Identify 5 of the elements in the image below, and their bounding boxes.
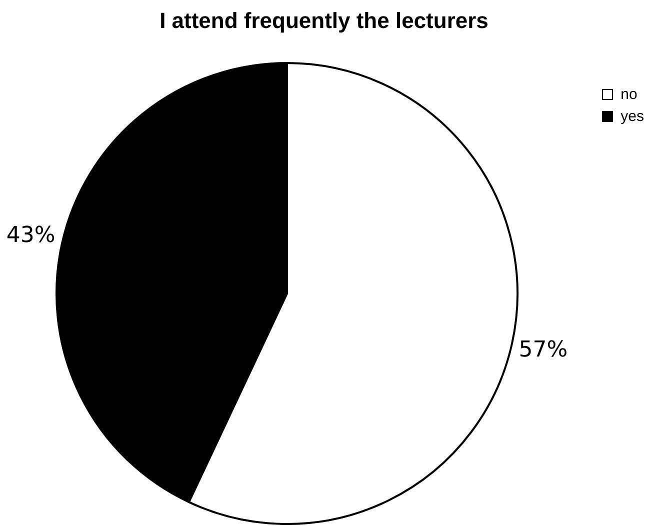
chart-title: I attend frequently the lecturers bbox=[158, 8, 490, 34]
data-label: 43% bbox=[6, 222, 56, 248]
legend-label: no bbox=[620, 86, 638, 103]
data-label: 57% bbox=[518, 337, 568, 362]
legend-label: yes bbox=[620, 108, 644, 125]
